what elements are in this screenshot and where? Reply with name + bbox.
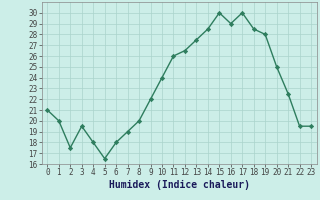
X-axis label: Humidex (Indice chaleur): Humidex (Indice chaleur) <box>109 180 250 190</box>
